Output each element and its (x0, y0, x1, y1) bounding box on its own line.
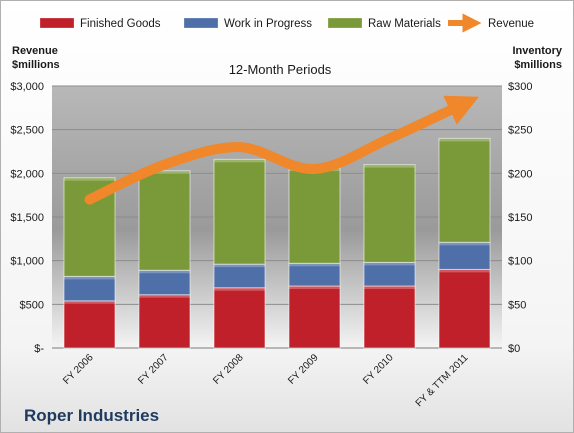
left-tick-label: $500 (20, 299, 44, 311)
bar-segment-highlight (64, 177, 115, 181)
bar-segment (138, 269, 191, 296)
bar-segment (63, 275, 116, 302)
bar-segment (288, 262, 341, 287)
bar-segment-highlight (64, 276, 115, 280)
bar-segment (138, 294, 191, 349)
left-tick-label: $1,500 (10, 212, 44, 224)
right-tick-label: $200 (508, 168, 532, 180)
bar-segment-highlight (139, 170, 190, 174)
bar-segment-highlight (289, 263, 340, 267)
legend-label: Raw Materials (368, 18, 441, 30)
left-tick-label: $1,000 (10, 256, 44, 268)
chart-subtitle: 12-Month Periods (229, 62, 332, 77)
right-tick-label: $300 (508, 81, 532, 93)
bar-segment (363, 285, 416, 349)
bar-segment-highlight (64, 300, 115, 304)
bar-segment (63, 300, 116, 349)
legend-label: Finished Goods (80, 18, 161, 30)
legend-label: Work in Progress (224, 18, 312, 30)
left-axis-title-line1: Revenue (12, 45, 58, 57)
left-tick-label: $- (34, 343, 44, 355)
revenue-series-line (84, 95, 480, 205)
left-tick-label: $3,000 (10, 81, 44, 93)
bar-segment (288, 285, 341, 349)
bar-segment (438, 241, 491, 270)
bar-segment (138, 170, 191, 271)
left-tick-label: $2,000 (10, 168, 44, 180)
bar-segment-highlight (214, 159, 265, 163)
right-tick-label: $0 (508, 343, 520, 355)
bar-segment-highlight (214, 287, 265, 291)
bar-segment-highlight (439, 269, 490, 273)
bar-segment (213, 287, 266, 349)
right-axis-title-line1: Inventory (512, 45, 562, 57)
right-tick-label: $250 (508, 125, 532, 137)
right-tick-label: $150 (508, 212, 532, 224)
right-tick-label: $50 (508, 299, 526, 311)
bar-segment (438, 268, 491, 349)
legend-swatch (183, 17, 219, 29)
legend-label: Revenue (488, 18, 534, 30)
bar-segment (363, 164, 416, 263)
right-tick-label: $100 (508, 256, 532, 268)
bar-segment-highlight (364, 164, 415, 168)
revenue-line (84, 95, 480, 205)
bar-segment (213, 263, 266, 289)
bar-segment (213, 158, 266, 265)
bar-segment-highlight (214, 264, 265, 268)
legend-swatch (39, 17, 75, 29)
left-tick-label: $2,500 (10, 125, 44, 137)
company-name: Roper Industries (24, 406, 159, 425)
bar-segment-highlight (139, 270, 190, 274)
bar-segment-highlight (364, 285, 415, 289)
bar-segment-highlight (364, 262, 415, 266)
bar-segment-highlight (439, 138, 490, 142)
legend-swatch (327, 17, 363, 29)
legend: Finished Goods Work in Progress Raw Materi… (39, 13, 534, 33)
bar-segment-highlight (439, 242, 490, 246)
bars (63, 137, 491, 349)
bar-segment-highlight (139, 294, 190, 298)
bar-segment-highlight (289, 285, 340, 289)
right-axis-title-line2: $millions (514, 59, 562, 71)
bar-segment (438, 137, 491, 243)
left-axis-title-line2: $millions (12, 59, 60, 71)
right-axis-ticks: $0 $50 $100 $150 $200 $250 $300 (508, 81, 532, 355)
bar-segment (288, 167, 341, 264)
bar-segment (363, 261, 416, 287)
left-axis-ticks: $- $500 $1,000 $1,500 $2,000 $2,500 $3,000 (10, 81, 44, 355)
gridlines (52, 85, 502, 349)
